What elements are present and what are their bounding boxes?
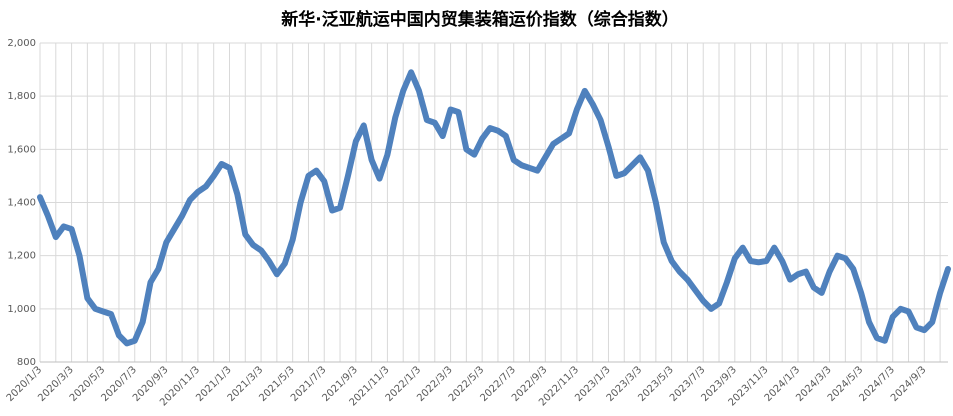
data-line	[37, 69, 951, 347]
y-tick-label: 1,600	[7, 144, 36, 155]
y-tick-label: 800	[17, 357, 36, 368]
y-tick-label: 1,400	[7, 198, 36, 209]
y-tick-label: 1,200	[7, 251, 36, 262]
y-tick-label: 1,800	[7, 91, 36, 102]
y-tick-label: 2,000	[7, 38, 36, 49]
chart-title: 新华·泛亚航运中国内贸集装箱运价指数（综合指数）	[281, 9, 678, 30]
y-tick-label: 1,000	[7, 304, 36, 315]
